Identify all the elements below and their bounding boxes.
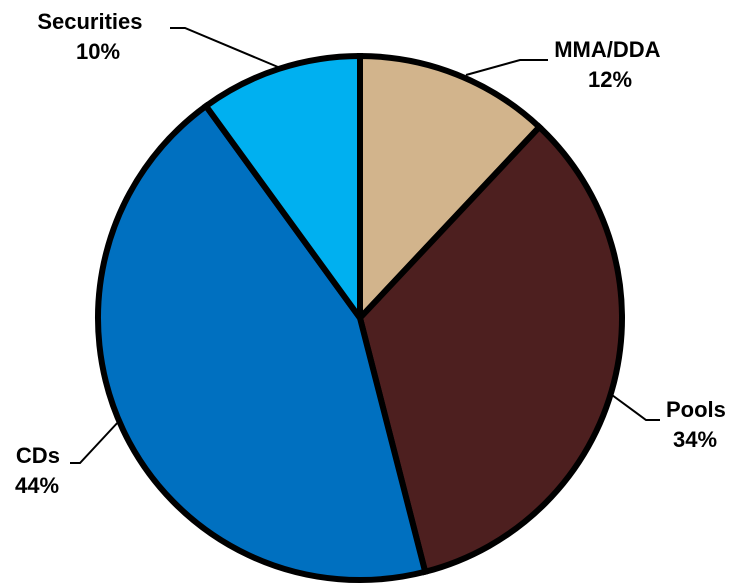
pie-slice-pools xyxy=(356,122,625,576)
leader-line-securities xyxy=(170,27,279,68)
leader-line-pools xyxy=(611,394,660,421)
label-cds: CDs 44% xyxy=(15,443,66,498)
label-mma-dda: MMA/DDA 12% xyxy=(554,37,666,92)
label-securities: Securities 10% xyxy=(37,9,148,64)
pie-slices xyxy=(95,52,625,583)
pie-slice-cds xyxy=(95,101,429,583)
leader-line-cds xyxy=(70,419,121,464)
pie-slice-mma-dda xyxy=(357,52,544,326)
leader-lines xyxy=(70,27,660,464)
leader-line-mma-dda xyxy=(465,59,548,76)
pie-slice-securities xyxy=(201,52,363,328)
slice-labels: MMA/DDA 12% Pools 34% CDs 44% Securities… xyxy=(15,9,732,498)
label-pools: Pools 34% xyxy=(666,397,732,452)
